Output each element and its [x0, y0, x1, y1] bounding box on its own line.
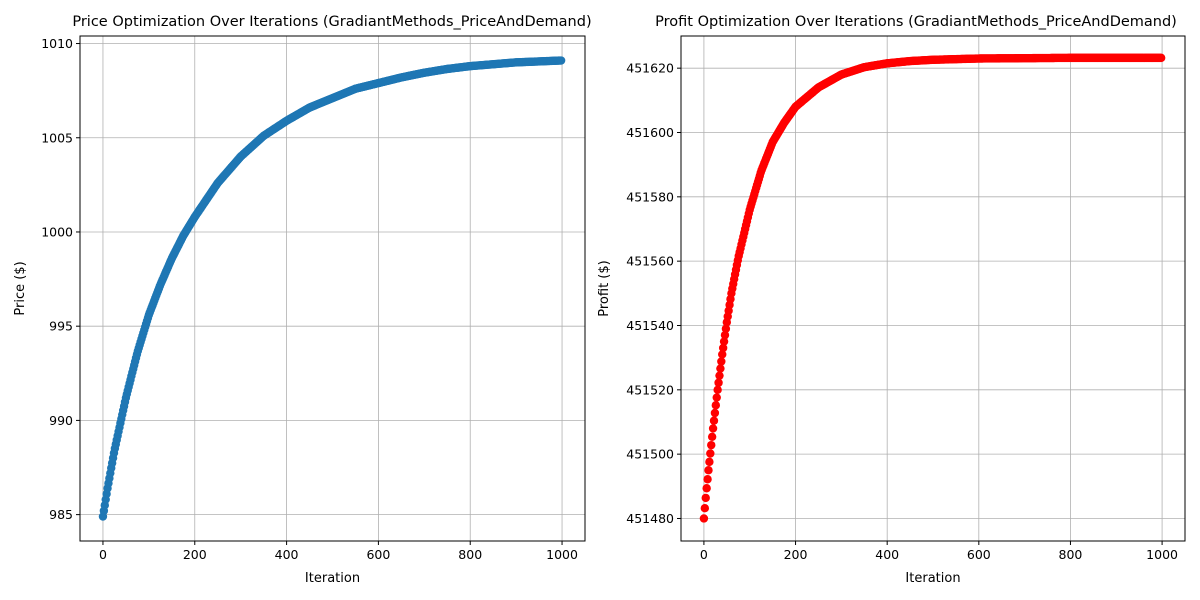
data-point: [720, 330, 730, 340]
y-tick-label: 985: [49, 507, 73, 522]
plot-frame: [680, 35, 1186, 542]
x-axis-label: Iteration: [905, 571, 960, 586]
x-tick-label: 200: [784, 547, 808, 562]
y-tick-label: 451500: [626, 447, 674, 462]
data-point: [718, 350, 727, 359]
x-tick-label: 800: [1059, 547, 1083, 562]
data-point: [556, 56, 566, 65]
data-point: [701, 493, 710, 503]
profit-chart: 0 200 400 600 800 1000 451480 451500 451520 45154…: [597, 14, 1186, 586]
data-point: [702, 484, 711, 493]
data-point: [707, 440, 716, 450]
data-point: [1156, 53, 1166, 63]
x-axis-label: Iteration: [305, 571, 360, 586]
y-tick-label: 1000: [41, 224, 73, 239]
data-point: [700, 503, 710, 513]
data-points: [699, 53, 1166, 523]
data-point: [714, 378, 723, 387]
x-tick-label: 600: [967, 547, 991, 562]
data-point: [708, 424, 718, 433]
y-tick-label: 451580: [626, 189, 674, 204]
chart-title: Profit Optimization Over Iterations (Gra…: [655, 14, 1177, 30]
data-point: [712, 393, 721, 402]
data-point: [705, 457, 714, 467]
x-tick-label: 1000: [1146, 547, 1178, 562]
y-tick-label: 451600: [626, 125, 674, 140]
chart-title: Price Optimization Over Iterations (Grad…: [72, 14, 591, 30]
x-tick-label: 200: [183, 547, 207, 562]
y-tick-label: 451560: [626, 254, 674, 269]
data-point: [713, 385, 722, 395]
data-point: [717, 357, 726, 366]
data-point: [721, 324, 731, 333]
price-chart: 0 200 400 600 800 1000 985 990 995 1000 1005 1010 It…: [13, 14, 592, 586]
data-point: [709, 416, 719, 425]
data-point: [716, 364, 725, 373]
data-point: [710, 408, 720, 418]
y-tick-label: 1010: [41, 36, 73, 51]
x-tick-label: 400: [875, 547, 899, 562]
data-point: [719, 337, 729, 346]
y-tick-label: 451540: [626, 318, 674, 333]
x-tick-label: 1000: [546, 547, 578, 562]
data-point: [699, 514, 709, 523]
plot-frame: [79, 35, 586, 542]
y-tick-label: 451520: [626, 382, 674, 397]
x-tick-label: 800: [458, 547, 482, 562]
y-tick-label: 451480: [626, 511, 674, 526]
y-tick-label: 1005: [41, 130, 73, 145]
y-axis-label: Price ($): [13, 261, 28, 315]
data-point: [718, 343, 728, 353]
y-axis-label: Profit ($): [597, 260, 612, 316]
x-tick-label: 400: [275, 547, 299, 562]
data-point: [704, 466, 713, 475]
data-point: [711, 401, 721, 410]
data-point: [715, 371, 724, 380]
y-tick-label: 451620: [626, 61, 674, 76]
data-point: [706, 449, 715, 458]
x-tick-label: 600: [366, 547, 390, 562]
y-tick-label: 990: [49, 413, 73, 428]
data-point: [707, 432, 717, 441]
data-point: [703, 475, 712, 484]
x-tick-label: 0: [700, 547, 708, 562]
data-points: [98, 56, 566, 521]
x-tick-label: 0: [99, 547, 107, 562]
y-tick-label: 995: [49, 319, 73, 334]
